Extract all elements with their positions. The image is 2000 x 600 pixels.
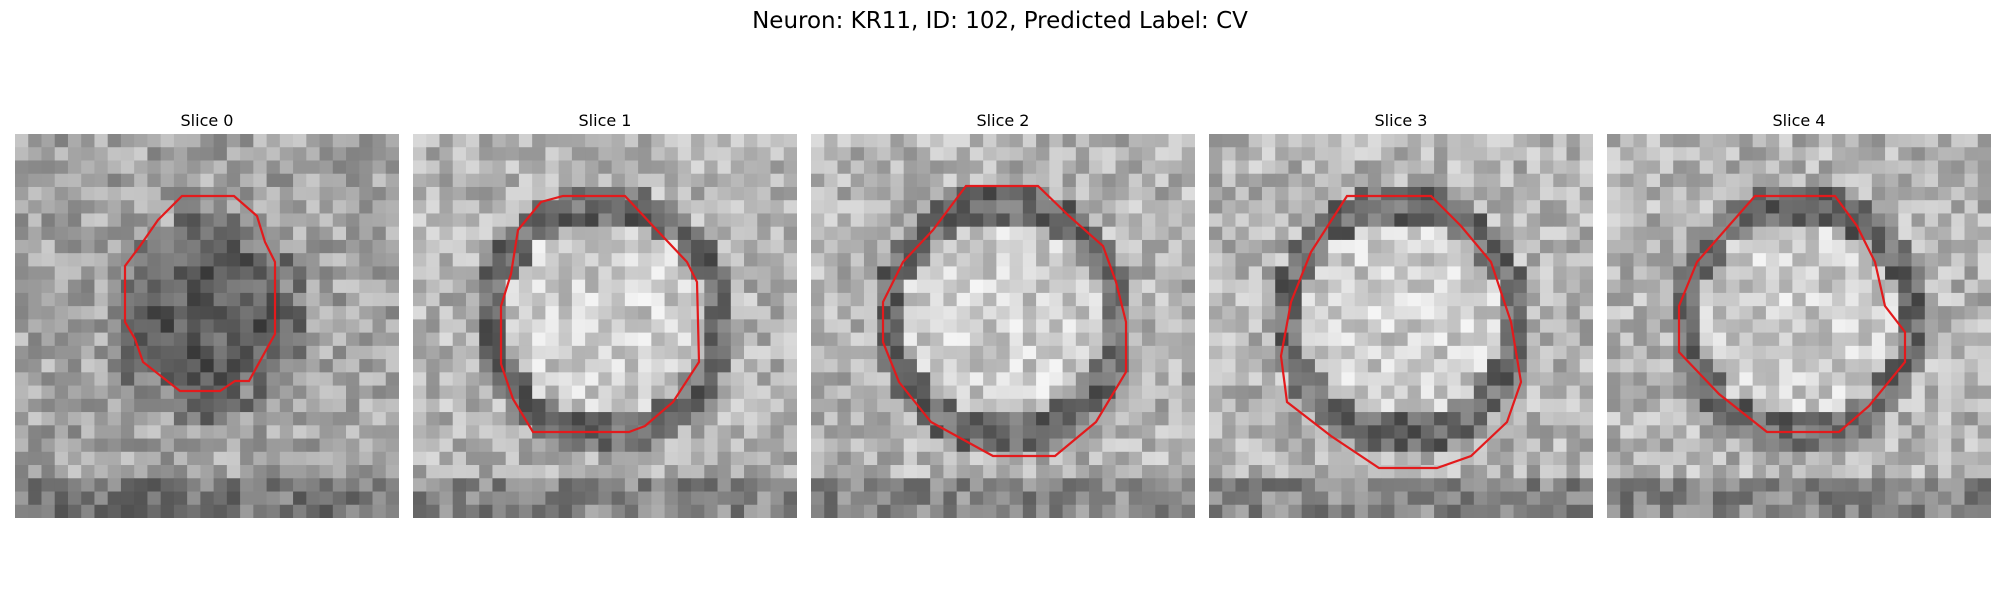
slice-panel-1: Slice 1 bbox=[413, 108, 797, 518]
slice-panel-4: Slice 4 bbox=[1607, 108, 1991, 518]
slice-title: Slice 0 bbox=[180, 111, 234, 130]
slice-image bbox=[413, 134, 797, 518]
slice-image bbox=[1209, 134, 1593, 518]
slice-title: Slice 1 bbox=[578, 111, 632, 130]
roi-contour bbox=[881, 184, 1128, 458]
slice-panel-3: Slice 3 bbox=[1209, 108, 1593, 518]
slice-image bbox=[811, 134, 1195, 518]
roi-contour bbox=[1677, 194, 1907, 434]
roi-contour bbox=[123, 194, 277, 393]
slice-image bbox=[1607, 134, 1991, 518]
slice-title: Slice 4 bbox=[1772, 111, 1826, 130]
roi-contour bbox=[1279, 194, 1523, 470]
slice-panel-2: Slice 2 bbox=[811, 108, 1195, 518]
slice-title: Slice 3 bbox=[1374, 111, 1428, 130]
slice-panel-0: Slice 0 bbox=[15, 108, 399, 518]
slice-image bbox=[15, 134, 399, 518]
figure-title: Neuron: KR11, ID: 102, Predicted Label: … bbox=[752, 8, 1248, 34]
slice-title: Slice 2 bbox=[976, 111, 1030, 130]
roi-contour bbox=[499, 194, 701, 434]
